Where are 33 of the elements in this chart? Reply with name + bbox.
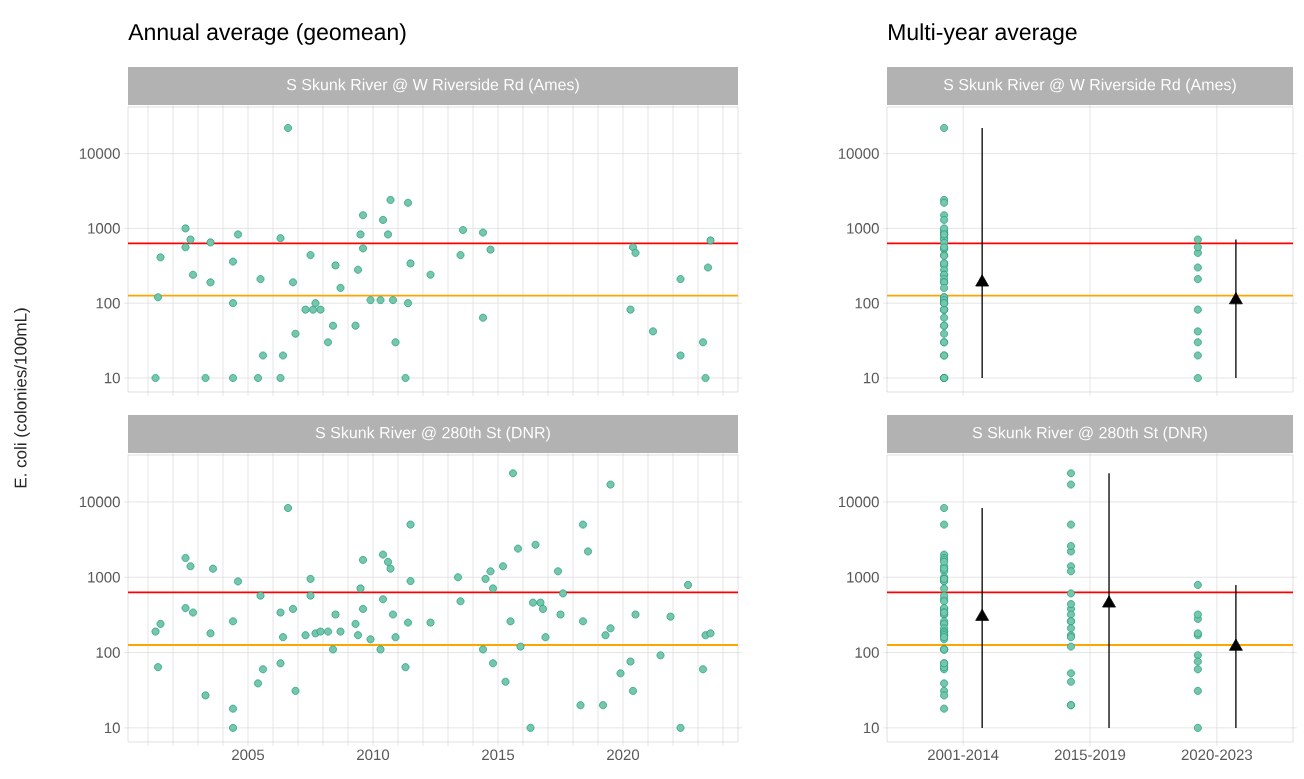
chart-title: Annual average (geomean) — [128, 23, 406, 45]
x-tick-label: 2001-2014 — [928, 749, 999, 761]
point — [1229, 638, 1243, 651]
chart-subtitle: S Skunk River @ W Riverside Rd (Ames) — [943, 78, 1236, 94]
y-tick-label: 10 — [863, 722, 879, 734]
chart-subtitle: S Skunk River @ W Riverside Rd (Ames) — [286, 78, 579, 94]
y-tick-label: 100 — [96, 647, 120, 658]
y-axis-title: E. coli (colonies/100mL) — [14, 308, 30, 488]
x-tick-label: 2015-2019 — [1054, 749, 1126, 761]
y-tick-label: 1000 — [847, 223, 879, 234]
chart-title: Multi-year average — [889, 23, 1077, 45]
chart-subtitle: S Skunk River @ 280th St (DNR) — [972, 426, 1207, 442]
y-tick-label: 10 — [104, 722, 120, 734]
x-tick-label: 2015 — [482, 749, 515, 761]
x-tick-label: 2020 — [607, 749, 640, 761]
y-tick-label: 10 — [104, 372, 120, 384]
point — [975, 608, 989, 621]
point — [1102, 595, 1116, 608]
chart-subtitle: S Skunk River @ 280th St (DNR) — [315, 426, 550, 442]
y-tick-label: 100 — [96, 297, 120, 309]
y-tick-label: 100 — [855, 297, 879, 309]
y-tick-label: 10000 — [838, 148, 879, 159]
y-tick-label: 10000 — [838, 496, 879, 508]
y-tick-label: 1000 — [88, 571, 120, 583]
x-tick-label: 2010 — [357, 749, 390, 761]
x-tick-label: 2020-2023 — [1181, 749, 1253, 761]
y-tick-label: 10 — [863, 372, 879, 384]
x-tick-label: 2005 — [232, 749, 265, 761]
y-tick-label: 10000 — [79, 148, 120, 159]
y-tick-label: 1000 — [88, 223, 120, 234]
y-tick-label: 100 — [855, 647, 879, 658]
y-tick-label: 1000 — [847, 571, 879, 583]
y-tick-label: 10000 — [79, 496, 120, 508]
